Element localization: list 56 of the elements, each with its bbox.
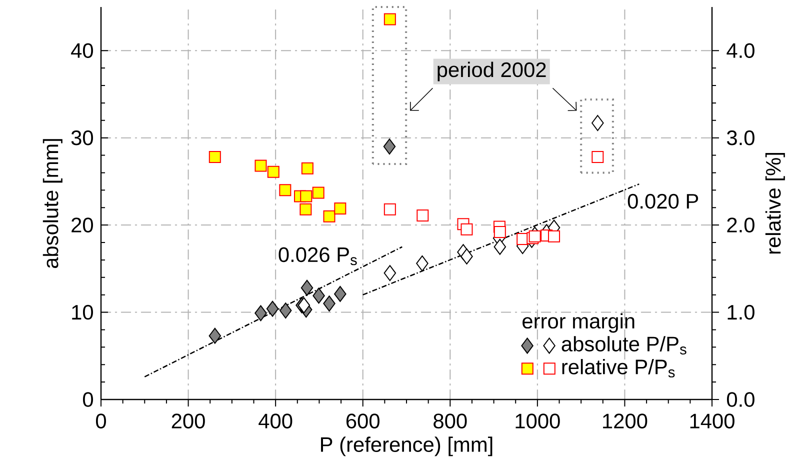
point: [300, 280, 314, 296]
point: [279, 302, 292, 319]
point: [494, 238, 506, 255]
point: [323, 210, 336, 222]
y-tick-label: 20: [72, 218, 93, 232]
x-tick-label: 1000: [516, 414, 560, 428]
point: [254, 305, 267, 322]
point: [312, 288, 325, 304]
point: [384, 203, 396, 216]
x-tick-label: 200: [172, 414, 205, 428]
y2-tick-label: 4.0: [726, 43, 754, 58]
legend-title: error margin: [522, 313, 634, 333]
point: [312, 186, 324, 199]
y2-tick-label: 0.0: [726, 392, 754, 407]
y-tick-label: 0: [83, 392, 94, 407]
point: [298, 297, 310, 314]
x-tick-label: 400: [258, 414, 292, 428]
y-tick-label: 30: [71, 130, 93, 146]
y-tick-label: 10: [72, 304, 93, 320]
x-tick-label: 1200: [603, 414, 648, 428]
point: [548, 230, 560, 242]
y2-tick-label: 2.0: [727, 218, 754, 232]
point: [416, 209, 429, 222]
y2-tick-label: 3.0: [726, 130, 754, 146]
y2-axis-title: relative [%]: [765, 153, 785, 254]
point: [494, 226, 506, 238]
legend-label: absolute P/P$_{s}$: [562, 336, 686, 354]
annotation: period 2002: [438, 62, 546, 82]
point: [300, 190, 312, 202]
x-tick-label: 0: [96, 414, 106, 428]
legend-label: relative P/P$_{s}$: [562, 359, 675, 378]
point: [460, 248, 473, 264]
point: [266, 300, 279, 317]
point: [384, 13, 396, 26]
point: [334, 202, 346, 214]
annotation: 0.026 P$_{s}$: [278, 247, 357, 266]
point: [300, 203, 312, 216]
x-tick-label: 1400: [690, 414, 734, 428]
y2-tick-label: 1.0: [728, 304, 754, 320]
point: [592, 151, 604, 164]
point: [208, 151, 221, 164]
x-axis-title: P (reference) [mm]: [321, 436, 492, 456]
x-tick-label: 600: [346, 414, 380, 428]
point: [323, 296, 336, 312]
point: [460, 223, 473, 236]
point: [279, 184, 292, 196]
point: [267, 166, 280, 178]
point: [254, 160, 267, 172]
y-tick-label: 40: [71, 43, 93, 58]
point: [208, 328, 222, 344]
x-tick-label: 800: [434, 414, 467, 428]
point: [301, 162, 314, 174]
y-axis-title: absolute [mm]: [42, 139, 62, 268]
point: [383, 138, 396, 155]
annotation: 0.020 P: [628, 194, 698, 209]
point: [334, 286, 346, 302]
